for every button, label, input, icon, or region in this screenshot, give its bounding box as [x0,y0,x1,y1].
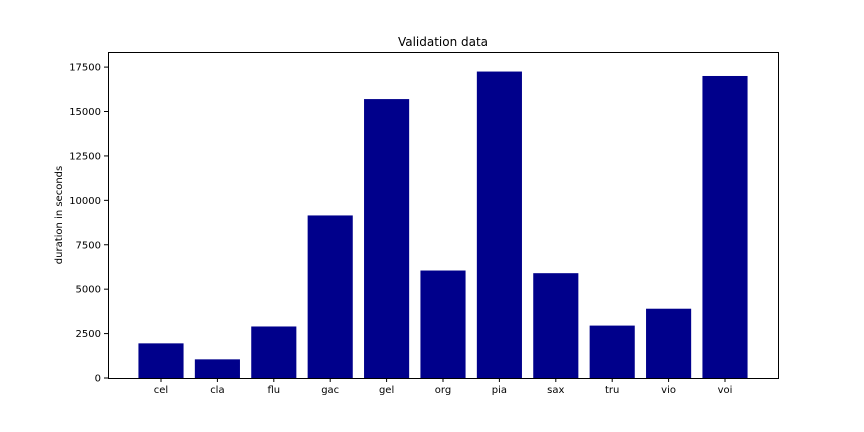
y-tick-label: 12500 [69,151,101,162]
x-axis-ticks: cel cla flu gac gel org pia sax tru vio voi [154,378,733,396]
x-tick-label: tru [605,385,619,396]
y-tick-label: 7500 [76,240,101,251]
bars-group [138,71,748,379]
plot-area-frame [108,52,779,379]
x-tick-label: org [435,385,451,396]
x-tick-label: sax [547,385,564,396]
x-tick-label: cla [210,385,224,396]
y-tick-label: 2500 [76,329,101,340]
bar-cel [138,343,184,378]
y-axis-ticks: 0 2500 5000 7500 10000 12500 15000 17500 [69,63,108,385]
x-tick-label: pia [492,385,507,396]
x-tick-label: voi [718,385,733,396]
bar-org [420,270,466,378]
x-tick-label: cel [154,385,168,396]
y-axis-label: duration in seconds [54,166,65,264]
bar-gel [364,99,410,379]
y-tick-label: 17500 [69,63,101,74]
bar-sax [533,273,579,378]
chart-title: Validation data [398,35,488,49]
bar-pia [476,71,522,378]
y-tick-label: 0 [95,374,101,385]
bar-voi [702,75,748,379]
x-tick-label: gac [321,385,339,396]
x-tick-label: vio [661,385,676,396]
y-tick-label: 10000 [69,196,101,207]
bar-vio [646,308,692,378]
bar-gac [307,215,353,378]
x-tick-label: gel [379,385,394,396]
y-tick-label: 5000 [76,285,101,296]
bar-cla [194,359,240,378]
y-tick-label: 15000 [69,107,101,118]
x-tick-label: flu [267,385,280,396]
bar-flu [251,326,297,378]
bar-tru [589,325,635,378]
